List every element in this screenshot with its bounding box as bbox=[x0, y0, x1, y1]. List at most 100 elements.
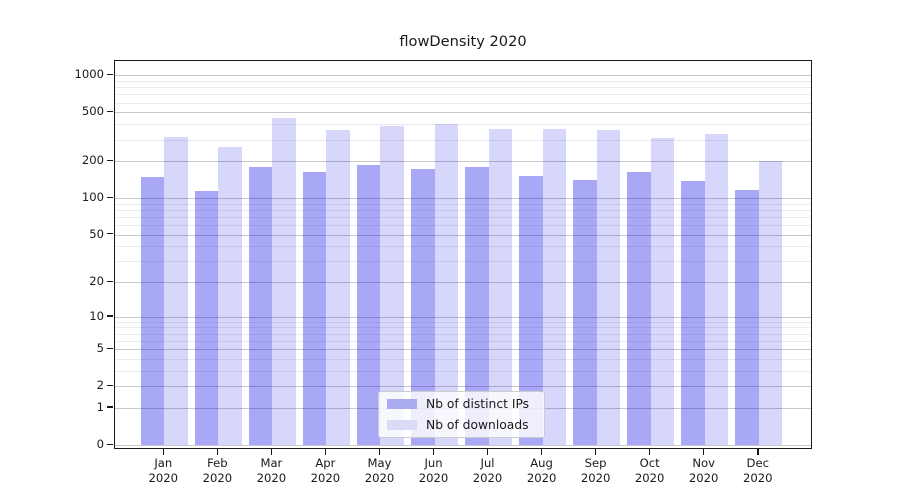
plot-area bbox=[114, 60, 812, 449]
major-gridline bbox=[115, 234, 811, 236]
y-tick-label: 5 bbox=[96, 341, 104, 356]
minor-gridline bbox=[115, 139, 811, 141]
y-tick-mark bbox=[107, 280, 113, 282]
x-tick-month: Feb bbox=[207, 455, 228, 470]
bar-nb-of-distinct-ips-dec bbox=[735, 189, 759, 445]
y-tick-label: 20 bbox=[89, 274, 104, 289]
y-tick-mark bbox=[107, 73, 113, 76]
x-tick-mark bbox=[595, 448, 597, 455]
bar-nb-of-distinct-ips-feb bbox=[194, 190, 219, 445]
x-tick-month: Apr bbox=[315, 455, 336, 470]
major-gridline bbox=[115, 316, 811, 318]
y-tick-label: 50 bbox=[89, 226, 104, 241]
x-tick-label: Jan 2020 bbox=[136, 456, 190, 487]
x-tick-mark bbox=[649, 448, 651, 455]
x-tick-mark bbox=[324, 448, 327, 455]
legend: Nb of distinct IPs Nb of downloads bbox=[378, 391, 545, 438]
x-tick-month: Oct bbox=[639, 455, 660, 470]
minor-gridline bbox=[115, 203, 811, 205]
x-tick-month: Sep bbox=[584, 455, 607, 470]
legend-label: Nb of downloads bbox=[426, 417, 529, 432]
minor-gridline bbox=[115, 216, 811, 218]
x-tick-label: Jul 2020 bbox=[461, 456, 515, 487]
minor-gridline bbox=[115, 321, 811, 323]
bar-nb-of-downloads-apr bbox=[326, 130, 350, 445]
minor-gridline bbox=[115, 246, 811, 248]
x-tick-year: 2020 bbox=[580, 471, 611, 485]
x-tick-year: 2020 bbox=[148, 471, 179, 485]
x-tick-label: May 2020 bbox=[352, 456, 406, 487]
x-tick-mark bbox=[270, 448, 273, 455]
bar-nb-of-distinct-ips-may bbox=[356, 165, 381, 445]
bar-nb-of-distinct-ips-nov bbox=[681, 180, 705, 445]
x-tick-mark bbox=[757, 448, 759, 455]
bar-nb-of-downloads-dec bbox=[758, 161, 783, 445]
x-tick-month: Dec bbox=[746, 455, 769, 470]
legend-swatch-distinct-ips bbox=[387, 399, 417, 410]
bar-nb-of-downloads-jan bbox=[164, 136, 188, 445]
minor-gridline bbox=[115, 261, 811, 263]
y-tick-label: 2 bbox=[96, 378, 104, 393]
bar-nb-of-distinct-ips-jan bbox=[140, 176, 165, 445]
minor-gridline bbox=[115, 102, 811, 104]
bar-nb-of-downloads-aug bbox=[542, 129, 567, 445]
x-tick-mark bbox=[433, 448, 435, 455]
bar-nb-of-distinct-ips-aug bbox=[519, 175, 543, 445]
x-tick-year: 2020 bbox=[418, 471, 449, 485]
y-tick-mark bbox=[107, 315, 113, 317]
bar-nb-of-downloads-oct bbox=[650, 137, 675, 445]
x-tick-month: Mar bbox=[260, 455, 283, 470]
bar-nb-of-distinct-ips-mar bbox=[248, 166, 273, 445]
x-tick-year: 2020 bbox=[742, 471, 773, 485]
legend-item: Nb of downloads bbox=[387, 417, 536, 434]
bar-nb-of-distinct-ips-jun bbox=[411, 169, 435, 445]
x-tick-label: Aug 2020 bbox=[515, 456, 569, 487]
minor-gridline bbox=[115, 87, 811, 89]
legend-label: Nb of distinct IPs bbox=[426, 397, 530, 412]
y-tick-label: 100 bbox=[81, 190, 104, 205]
x-tick-month: Nov bbox=[692, 455, 715, 470]
x-tick-year: 2020 bbox=[364, 471, 395, 485]
y-tick-mark bbox=[107, 384, 113, 387]
y-tick-label: 500 bbox=[81, 104, 104, 119]
x-tick-label: Sep 2020 bbox=[569, 456, 623, 487]
x-tick-mark bbox=[216, 448, 219, 455]
major-gridline bbox=[115, 75, 811, 77]
y-tick-label: 1000 bbox=[74, 67, 104, 82]
x-tick-year: 2020 bbox=[472, 471, 503, 485]
y-tick-label: 0 bbox=[96, 437, 104, 451]
x-tick-label: Mar 2020 bbox=[244, 456, 298, 487]
minor-gridline bbox=[115, 225, 811, 227]
x-tick-year: 2020 bbox=[256, 471, 287, 485]
y-tick-mark bbox=[107, 110, 113, 113]
bar-nb-of-distinct-ips-oct bbox=[627, 171, 651, 445]
x-tick-mark bbox=[541, 448, 543, 455]
x-tick-mark bbox=[378, 448, 381, 455]
minor-gridline bbox=[115, 124, 811, 126]
x-tick-label: Apr 2020 bbox=[298, 456, 352, 487]
bar-nb-of-downloads-nov bbox=[704, 133, 729, 445]
minor-gridline bbox=[115, 81, 811, 82]
y-tick-mark bbox=[107, 159, 113, 162]
major-gridline bbox=[115, 112, 811, 114]
major-gridline bbox=[115, 282, 811, 284]
x-tick-label: Dec 2020 bbox=[731, 456, 785, 487]
x-tick-year: 2020 bbox=[310, 471, 341, 485]
x-tick-year: 2020 bbox=[634, 471, 665, 485]
x-tick-month: Aug bbox=[530, 455, 553, 470]
x-tick-month: May bbox=[367, 455, 392, 470]
minor-gridline bbox=[115, 340, 811, 342]
minor-gridline bbox=[115, 370, 811, 372]
y-tick-mark bbox=[107, 233, 113, 235]
major-gridline bbox=[115, 349, 811, 351]
y-tick-mark bbox=[107, 347, 113, 349]
x-tick-label: Feb 2020 bbox=[190, 456, 244, 487]
y-tick-label: 10 bbox=[89, 308, 104, 323]
bar-nb-of-downloads-feb bbox=[218, 146, 242, 445]
chart-title: flowDensity 2020 bbox=[399, 33, 527, 50]
y-tick-label: 200 bbox=[81, 153, 104, 168]
x-tick-mark bbox=[162, 448, 165, 455]
bar-nb-of-downloads-may bbox=[380, 125, 404, 445]
legend-swatch-downloads bbox=[387, 419, 417, 430]
